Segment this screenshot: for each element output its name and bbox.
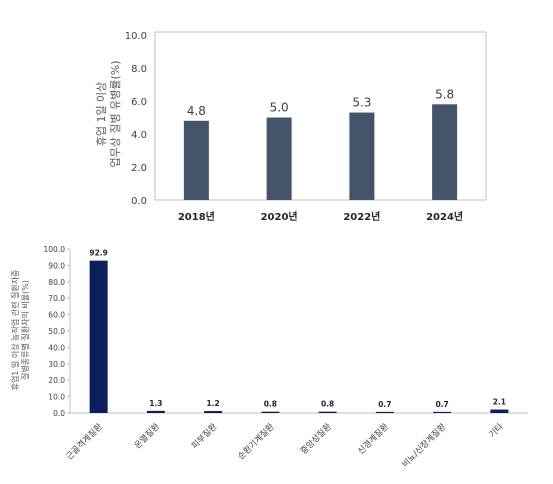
chart2-value-label: 0.8 bbox=[264, 400, 277, 409]
chart1-ytick-label: 0.0 bbox=[131, 196, 147, 207]
chart1-value-label: 4.8 bbox=[187, 104, 206, 118]
chart2-xtick-label: 순환기계질환 bbox=[236, 421, 277, 462]
chart2-xtick-label: 중앙성질환 bbox=[298, 421, 334, 457]
chart1-ytick-label: 4.0 bbox=[131, 130, 147, 141]
chart2-bar bbox=[146, 410, 165, 413]
chart1-plot-frame bbox=[154, 31, 487, 201]
chart1-bar bbox=[266, 117, 292, 200]
chart2-ytick-label: 20.0 bbox=[48, 376, 65, 385]
chart1-ylabel-line1: 휴업 1일 이상 bbox=[94, 82, 108, 147]
chart2-ytick-label: 0.0 bbox=[53, 409, 65, 418]
chart2-ylabel-line1: 휴업1 일 이상 농작업 관련 질환자중 bbox=[10, 270, 20, 391]
chart1-ytick-label: 10.0 bbox=[125, 31, 147, 42]
chart1-ylabel-line2: 업무상 질병 유병률(%) bbox=[109, 61, 122, 168]
chart2-bar bbox=[89, 260, 108, 413]
chart2-bar bbox=[261, 411, 280, 413]
chart2-ylabel-line2: 질병종류별 질환자의 비율(%) bbox=[20, 280, 30, 380]
chart2-ytick-label: 60.0 bbox=[48, 311, 65, 320]
chart2-bar bbox=[433, 411, 452, 413]
chart1-value-label: 5.3 bbox=[352, 96, 371, 110]
chart2-ytick-label: 30.0 bbox=[48, 360, 65, 369]
chart2-bars bbox=[89, 260, 509, 413]
chart2-x-ticks: 근골격계질환 온열질환 피부질환 순환기계질환 중앙성질환 신경계질환 비뇨/신장계질환 기타 bbox=[64, 421, 506, 470]
chart2-value-label: 1.2 bbox=[206, 399, 219, 408]
chart2-value-label: 2.1 bbox=[493, 398, 506, 407]
chart2-value-label: 1.3 bbox=[149, 399, 162, 408]
chart2-value-label: 0.8 bbox=[321, 400, 334, 409]
chart1-ytick-label: 8.0 bbox=[131, 64, 147, 75]
chart2-xtick-label: 신경계질환 bbox=[356, 421, 392, 457]
chart2-value-label: 0.7 bbox=[378, 400, 391, 409]
chart1-value-label: 5.8 bbox=[435, 87, 454, 101]
chart2-y-ticks: 0.0 10.0 20.0 30.0 40.0 50.0 60.0 70.0 80.0 90.0 1… bbox=[44, 245, 70, 418]
chart-prevalence-by-year: 휴업 1일 이상 업무상 질병 유병률(%) 0.0 2.0 4.0 6.0 8.0 10… bbox=[94, 31, 487, 223]
chart1-bars bbox=[183, 104, 458, 200]
chart2-ytick-label: 70.0 bbox=[48, 294, 65, 303]
chart1-ytick-label: 6.0 bbox=[131, 97, 147, 108]
chart2-ytick-label: 40.0 bbox=[48, 343, 65, 352]
chart2-ytick-label: 90.0 bbox=[48, 261, 65, 270]
chart2-value-labels: 92.9 1.3 1.2 0.8 0.8 0.7 0.7 2.1 bbox=[89, 249, 506, 409]
chart2-value-label: 0.7 bbox=[435, 400, 448, 409]
chart2-xtick-label: 기타 bbox=[487, 422, 505, 440]
chart2-xtick-label: 피부질환 bbox=[189, 421, 219, 451]
chart2-value-label: 92.9 bbox=[89, 249, 108, 258]
chart2-bar bbox=[318, 411, 337, 413]
chart1-value-label: 5.0 bbox=[270, 101, 289, 115]
chart1-xtick-label: 2024년 bbox=[426, 210, 463, 223]
chart1-xtick-label: 2022년 bbox=[343, 210, 380, 223]
chart2-ytick-label: 80.0 bbox=[48, 278, 65, 287]
chart2-ytick-label: 10.0 bbox=[48, 393, 65, 402]
chart2-xtick-label: 근골격계질환 bbox=[64, 421, 105, 462]
chart1-y-ticks: 0.0 2.0 4.0 6.0 8.0 10.0 bbox=[125, 31, 147, 207]
chart1-bar bbox=[432, 104, 458, 200]
chart-disease-ratio: 휴업1 일 이상 농작업 관련 질환자중 질병종류별 질환자의 비율(%) 0.… bbox=[10, 245, 528, 470]
chart1-bar bbox=[183, 120, 209, 200]
chart2-bar bbox=[490, 409, 509, 413]
chart2-bar bbox=[375, 411, 394, 413]
chart1-xtick-label: 2018년 bbox=[178, 210, 215, 223]
chart2-ytick-label: 50.0 bbox=[48, 327, 65, 336]
chart1-value-labels: 4.8 5.0 5.3 5.8 bbox=[187, 87, 454, 118]
chart1-x-ticks: 2018년 2020년 2022년 2024년 bbox=[178, 210, 463, 223]
chart2-ytick-label: 100.0 bbox=[44, 245, 66, 254]
chart1-ytick-label: 2.0 bbox=[131, 163, 147, 174]
chart2-xtick-label: 비뇨/신장계질환 bbox=[400, 421, 449, 470]
chart2-xtick-label: 온열질환 bbox=[132, 421, 162, 451]
chart2-bar bbox=[204, 411, 223, 413]
chart1-xtick-label: 2020년 bbox=[261, 210, 298, 223]
chart1-bar bbox=[349, 112, 375, 200]
